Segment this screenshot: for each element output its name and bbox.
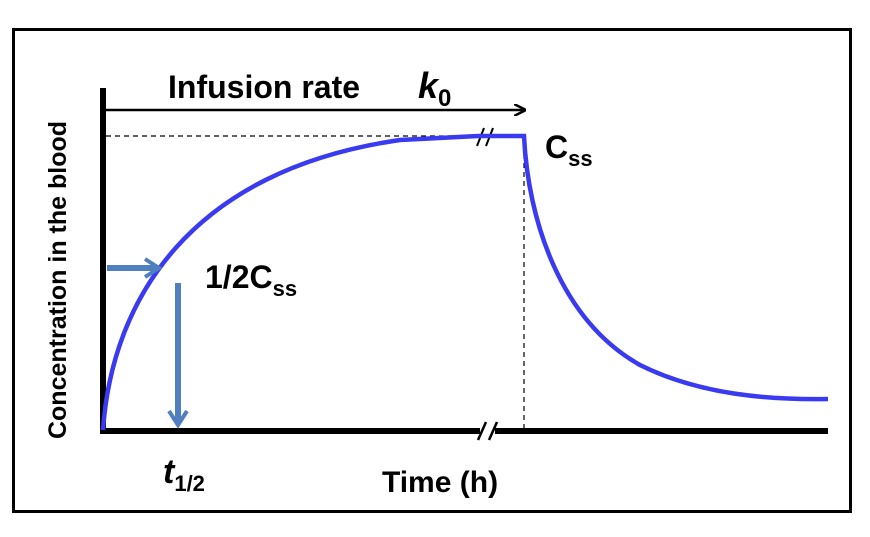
infusion-symbol-subscript: 0 xyxy=(438,85,451,112)
x-axis-label: Time (h) xyxy=(382,466,498,499)
half-css-label: 1/2Css xyxy=(205,259,297,301)
css-label: Css xyxy=(545,129,593,171)
infusion-rate-label: Infusion rate xyxy=(168,69,360,105)
half-css-subscript: ss xyxy=(273,276,297,301)
half-life-subscript: 1/2 xyxy=(174,471,205,496)
css-subscript: ss xyxy=(568,146,592,171)
curve-break-icon xyxy=(476,126,494,147)
x-axis-break-icon xyxy=(476,420,499,442)
half-life-label: t1/2 xyxy=(163,453,205,496)
infusion-symbol: k0 xyxy=(418,65,451,112)
figure-frame xyxy=(12,28,852,513)
y-axis-label: Concentration in the blood xyxy=(44,121,72,439)
concentration-curve-plateau xyxy=(492,133,829,402)
concentration-curve xyxy=(100,133,479,431)
